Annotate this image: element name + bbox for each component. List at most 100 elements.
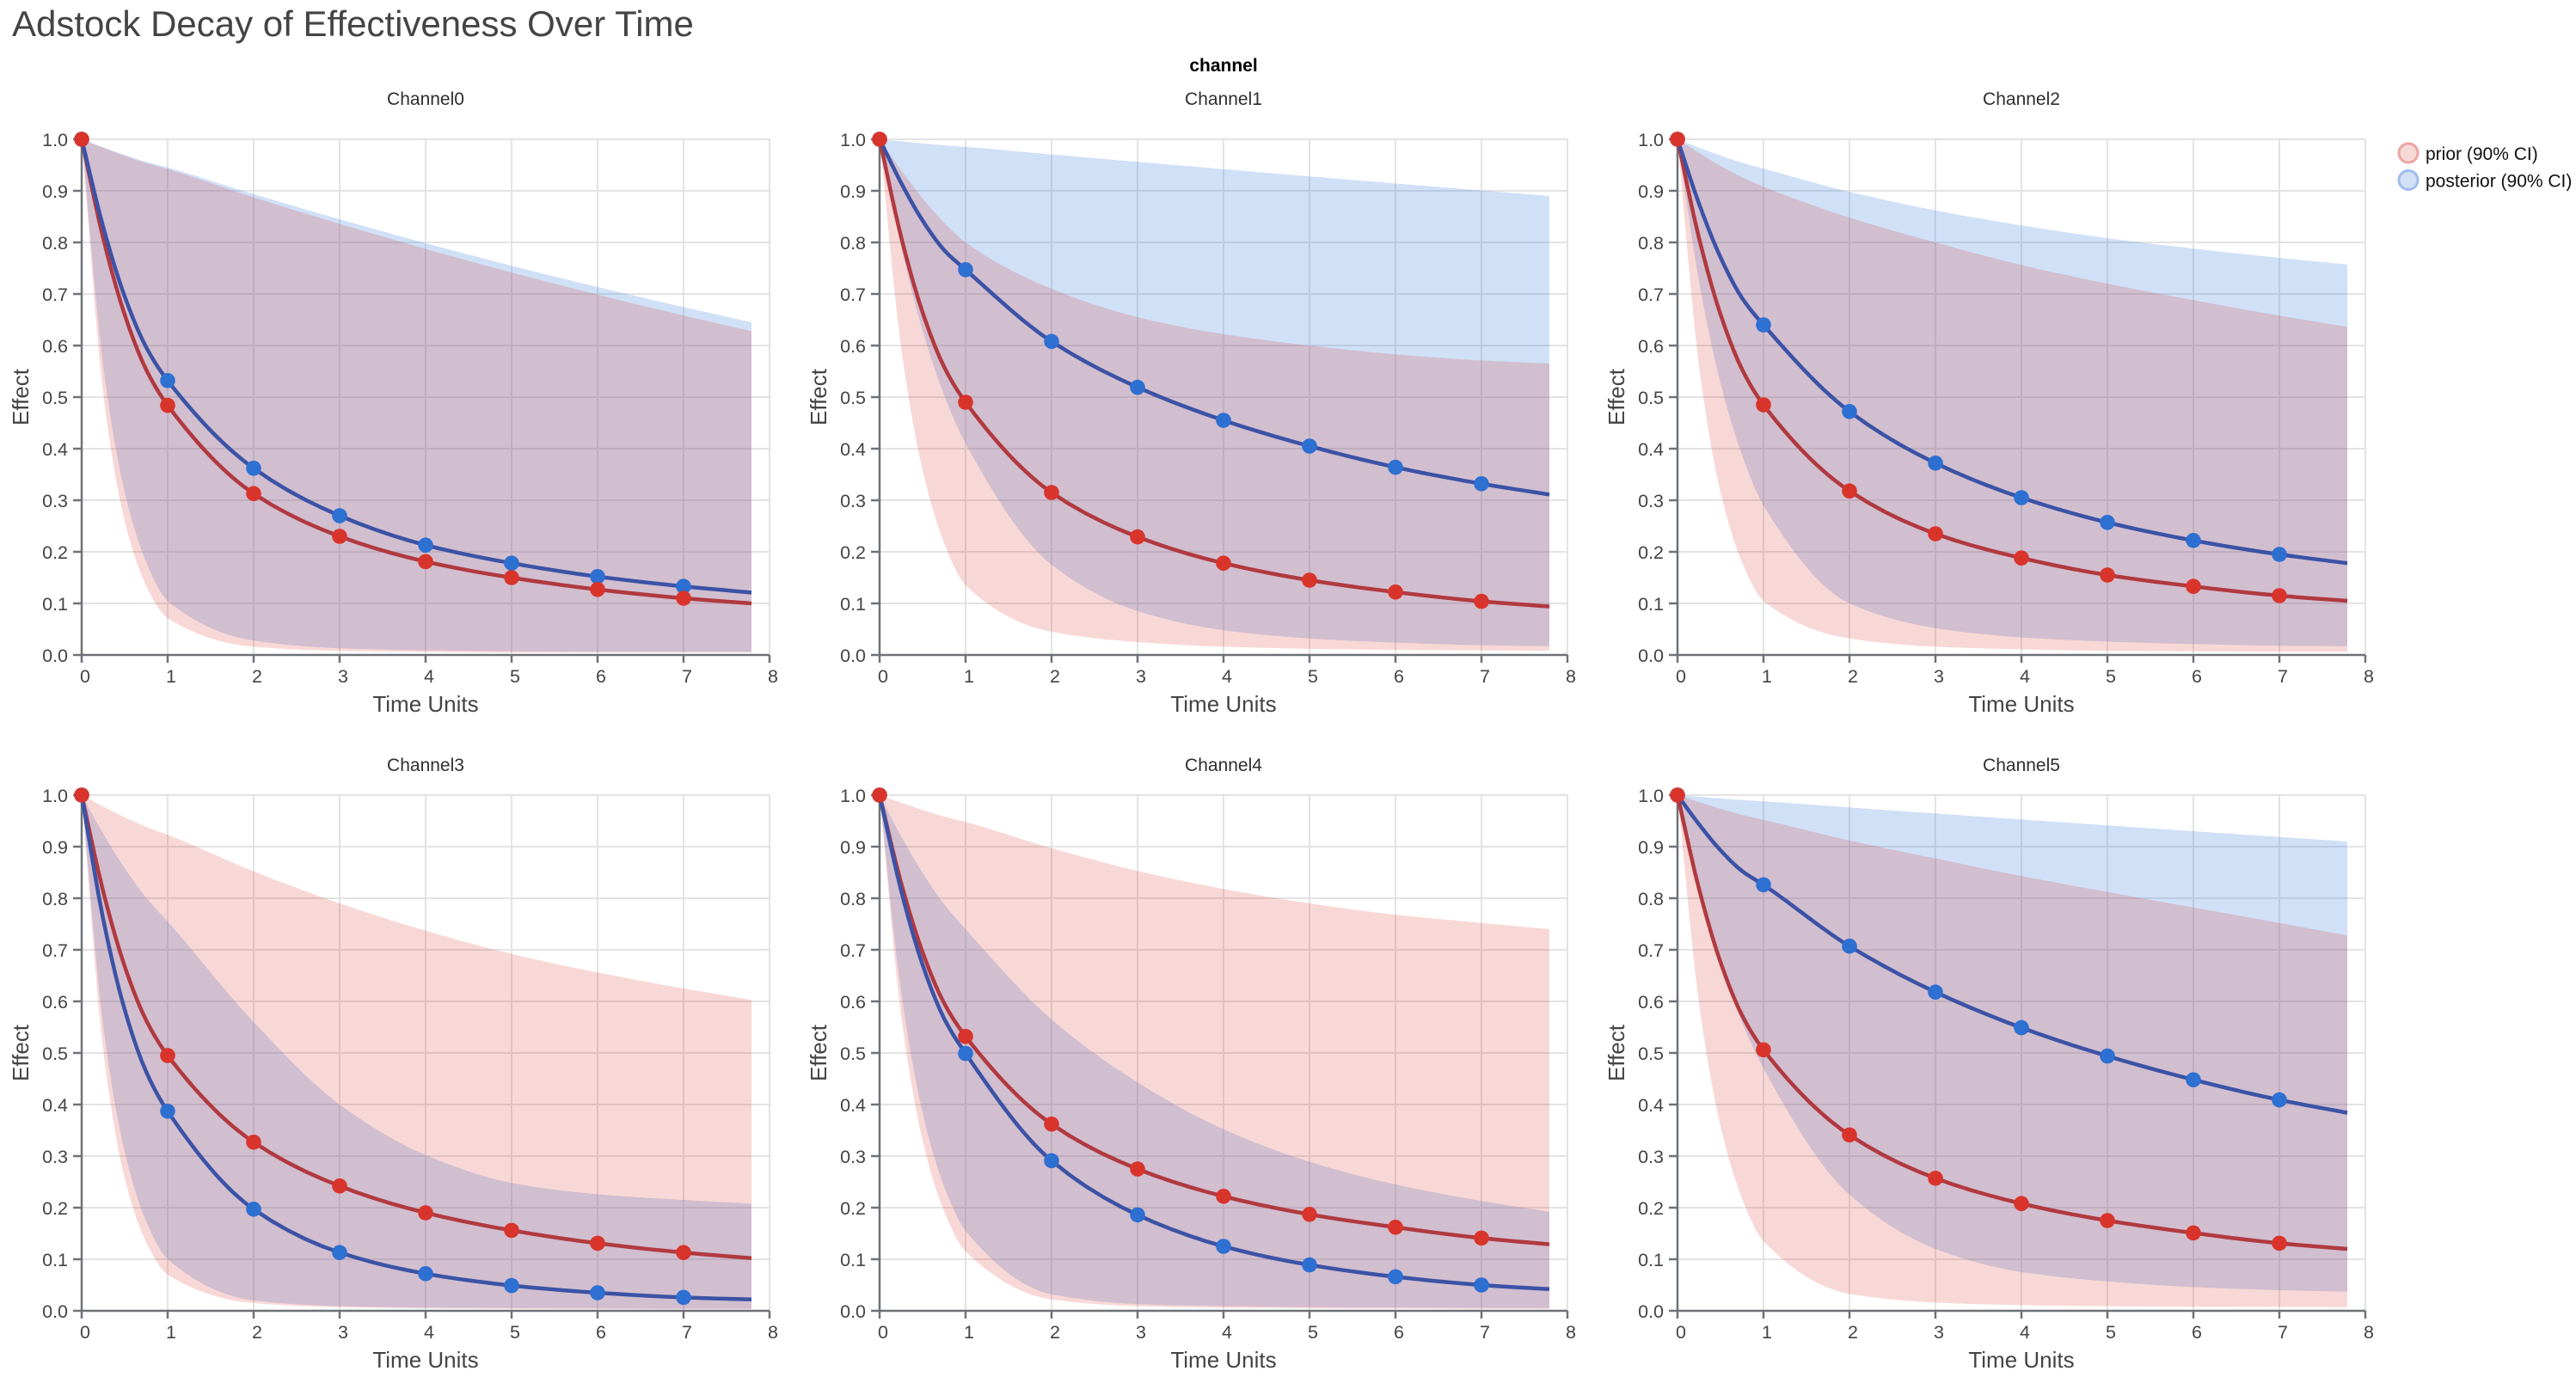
- svg-text:1: 1: [964, 1322, 974, 1343]
- svg-text:0.1: 0.1: [42, 1250, 68, 1270]
- svg-text:8: 8: [768, 666, 778, 687]
- svg-text:0.7: 0.7: [1638, 940, 1664, 961]
- svg-text:4: 4: [1222, 1322, 1232, 1343]
- svg-text:5: 5: [510, 666, 520, 687]
- svg-text:1.0: 1.0: [42, 786, 68, 806]
- svg-text:2: 2: [252, 1322, 262, 1343]
- svg-text:8: 8: [1566, 666, 1576, 687]
- svg-text:0.0: 0.0: [840, 646, 866, 666]
- svg-text:prior (90% CI): prior (90% CI): [2426, 144, 2538, 164]
- svg-text:0.6: 0.6: [42, 992, 68, 1013]
- svg-text:0.4: 0.4: [42, 439, 68, 460]
- svg-text:2: 2: [1050, 666, 1060, 687]
- svg-text:Channel4: Channel4: [1185, 756, 1262, 775]
- svg-text:Channel3: Channel3: [387, 756, 464, 775]
- svg-text:0.3: 0.3: [840, 491, 866, 511]
- svg-text:0.6: 0.6: [42, 336, 68, 357]
- svg-text:0.3: 0.3: [1638, 491, 1664, 511]
- svg-text:7: 7: [682, 1322, 692, 1343]
- svg-text:0.7: 0.7: [840, 940, 866, 961]
- svg-text:0.4: 0.4: [42, 1095, 68, 1116]
- svg-text:1.0: 1.0: [42, 130, 68, 150]
- svg-text:8: 8: [2364, 666, 2374, 687]
- svg-text:0.1: 0.1: [840, 594, 866, 615]
- svg-text:1.0: 1.0: [840, 786, 866, 806]
- svg-text:0.1: 0.1: [1638, 594, 1664, 615]
- svg-text:4: 4: [2020, 1322, 2030, 1343]
- svg-text:4: 4: [1222, 666, 1232, 687]
- svg-text:posterior (90% CI): posterior (90% CI): [2426, 172, 2572, 192]
- svg-text:0.8: 0.8: [42, 233, 68, 254]
- svg-text:6: 6: [596, 666, 606, 687]
- svg-text:0.4: 0.4: [1638, 439, 1664, 460]
- svg-text:6: 6: [1394, 1322, 1404, 1343]
- svg-text:0: 0: [80, 1322, 90, 1343]
- svg-text:0.5: 0.5: [1638, 1043, 1664, 1064]
- svg-text:0.7: 0.7: [42, 940, 68, 961]
- svg-text:Effect: Effect: [8, 1024, 34, 1081]
- svg-text:0.9: 0.9: [1638, 837, 1664, 858]
- svg-text:0.4: 0.4: [1638, 1095, 1664, 1116]
- svg-text:2: 2: [252, 666, 262, 687]
- svg-text:0.4: 0.4: [840, 1095, 866, 1116]
- svg-text:7: 7: [2278, 666, 2288, 687]
- svg-text:Adstock Decay of Effectiveness: Adstock Decay of Effectiveness Over Time: [12, 3, 694, 44]
- svg-text:2: 2: [1050, 1322, 1060, 1343]
- svg-text:1: 1: [1762, 1322, 1772, 1343]
- svg-text:1: 1: [1762, 666, 1772, 687]
- svg-text:Time Units: Time Units: [1968, 691, 2074, 717]
- svg-text:channel: channel: [1189, 56, 1257, 76]
- svg-text:Effect: Effect: [806, 1024, 831, 1081]
- svg-text:0.6: 0.6: [840, 992, 866, 1013]
- svg-text:8: 8: [1566, 1322, 1576, 1343]
- svg-text:Time Units: Time Units: [1170, 1347, 1276, 1373]
- svg-text:0.2: 0.2: [840, 542, 866, 563]
- svg-text:Time Units: Time Units: [372, 1347, 478, 1373]
- svg-text:0.3: 0.3: [42, 491, 68, 511]
- svg-text:Channel0: Channel0: [387, 89, 464, 109]
- svg-text:Channel5: Channel5: [1983, 756, 2060, 775]
- svg-text:0.5: 0.5: [42, 1043, 68, 1064]
- svg-text:2: 2: [1848, 666, 1858, 687]
- svg-text:2: 2: [1848, 1322, 1858, 1343]
- svg-text:0.3: 0.3: [1638, 1147, 1664, 1167]
- svg-text:Time Units: Time Units: [1170, 691, 1276, 717]
- svg-text:0: 0: [80, 666, 90, 687]
- svg-text:0.3: 0.3: [42, 1147, 68, 1167]
- svg-text:0.2: 0.2: [1638, 542, 1664, 563]
- svg-text:5: 5: [2106, 666, 2116, 687]
- svg-text:Channel1: Channel1: [1185, 89, 1262, 109]
- svg-text:7: 7: [1480, 666, 1490, 687]
- svg-text:0.5: 0.5: [840, 1043, 866, 1064]
- svg-text:3: 3: [1136, 1322, 1146, 1343]
- svg-text:6: 6: [596, 1322, 606, 1343]
- svg-text:0.5: 0.5: [840, 388, 866, 408]
- svg-text:1: 1: [166, 1322, 176, 1343]
- svg-text:4: 4: [2020, 666, 2030, 687]
- svg-text:Effect: Effect: [1604, 368, 1629, 425]
- svg-text:0.8: 0.8: [42, 889, 68, 909]
- svg-text:6: 6: [1394, 666, 1404, 687]
- svg-text:0.9: 0.9: [1638, 181, 1664, 202]
- svg-text:3: 3: [338, 666, 348, 687]
- svg-text:0.8: 0.8: [1638, 889, 1664, 909]
- svg-text:0.6: 0.6: [840, 336, 866, 357]
- svg-text:0.6: 0.6: [1638, 992, 1664, 1013]
- svg-text:7: 7: [2278, 1322, 2288, 1343]
- svg-text:0.0: 0.0: [1638, 646, 1664, 666]
- svg-text:Time Units: Time Units: [372, 691, 478, 717]
- svg-text:0.2: 0.2: [42, 542, 68, 563]
- svg-text:0.5: 0.5: [1638, 388, 1664, 408]
- svg-text:5: 5: [1308, 666, 1318, 687]
- svg-text:0.2: 0.2: [1638, 1198, 1664, 1219]
- svg-text:0.0: 0.0: [1638, 1301, 1664, 1322]
- svg-text:0.8: 0.8: [840, 889, 866, 909]
- svg-text:3: 3: [1934, 666, 1944, 687]
- svg-text:0.0: 0.0: [840, 1301, 866, 1322]
- svg-text:6: 6: [2192, 1322, 2202, 1343]
- svg-text:7: 7: [1480, 1322, 1490, 1343]
- svg-text:0.9: 0.9: [840, 181, 866, 202]
- svg-text:3: 3: [338, 1322, 348, 1343]
- svg-text:0.1: 0.1: [840, 1250, 866, 1270]
- svg-text:7: 7: [682, 666, 692, 687]
